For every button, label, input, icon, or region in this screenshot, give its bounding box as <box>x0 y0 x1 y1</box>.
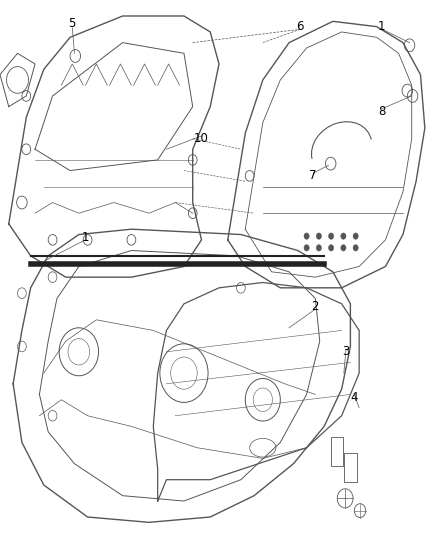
Circle shape <box>328 233 334 239</box>
Circle shape <box>328 245 334 251</box>
Text: 5: 5 <box>69 18 76 30</box>
Circle shape <box>304 245 309 251</box>
Bar <box>344 453 357 482</box>
Text: 1: 1 <box>377 20 385 33</box>
Text: 4: 4 <box>350 391 358 403</box>
Text: 8: 8 <box>378 106 385 118</box>
Circle shape <box>353 233 358 239</box>
Text: 3: 3 <box>343 345 350 358</box>
Text: 7: 7 <box>309 169 317 182</box>
Text: 6: 6 <box>296 20 304 33</box>
Circle shape <box>353 245 358 251</box>
Bar <box>331 437 343 466</box>
Circle shape <box>341 245 346 251</box>
Circle shape <box>316 245 321 251</box>
Text: 2: 2 <box>311 300 319 313</box>
Circle shape <box>316 233 321 239</box>
Text: 10: 10 <box>194 132 209 145</box>
Circle shape <box>341 233 346 239</box>
Circle shape <box>304 233 309 239</box>
Text: 1: 1 <box>81 231 89 244</box>
